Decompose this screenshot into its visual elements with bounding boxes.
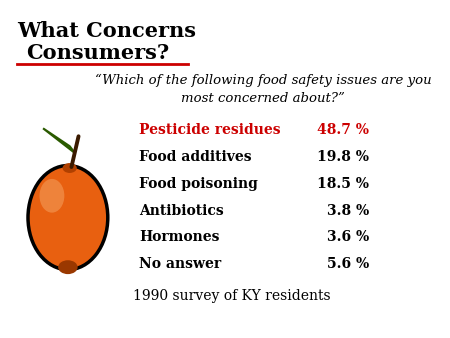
Text: What Concerns: What Concerns <box>18 21 196 41</box>
Text: Pesticide residues: Pesticide residues <box>139 123 280 137</box>
Text: “Which of the following food safety issues are you
most concerned about?”: “Which of the following food safety issu… <box>94 74 431 105</box>
Text: No answer: No answer <box>139 257 221 271</box>
Polygon shape <box>43 128 75 153</box>
Ellipse shape <box>58 260 78 274</box>
Text: 19.8 %: 19.8 % <box>317 150 369 164</box>
Text: Food additives: Food additives <box>139 150 252 164</box>
Text: Antibiotics: Antibiotics <box>139 204 224 218</box>
Text: Consumers?: Consumers? <box>26 43 170 63</box>
Text: 18.5 %: 18.5 % <box>317 177 369 191</box>
Text: 3.6 %: 3.6 % <box>327 231 369 244</box>
Text: 5.6 %: 5.6 % <box>327 257 369 271</box>
Text: 1990 survey of KY residents: 1990 survey of KY residents <box>133 289 331 303</box>
Text: 48.7 %: 48.7 % <box>317 123 369 137</box>
Ellipse shape <box>63 163 77 173</box>
Text: Food poisoning: Food poisoning <box>139 177 258 191</box>
Text: Hormones: Hormones <box>139 231 219 244</box>
Ellipse shape <box>40 179 64 213</box>
Text: 3.8 %: 3.8 % <box>327 204 369 218</box>
Ellipse shape <box>28 166 108 270</box>
